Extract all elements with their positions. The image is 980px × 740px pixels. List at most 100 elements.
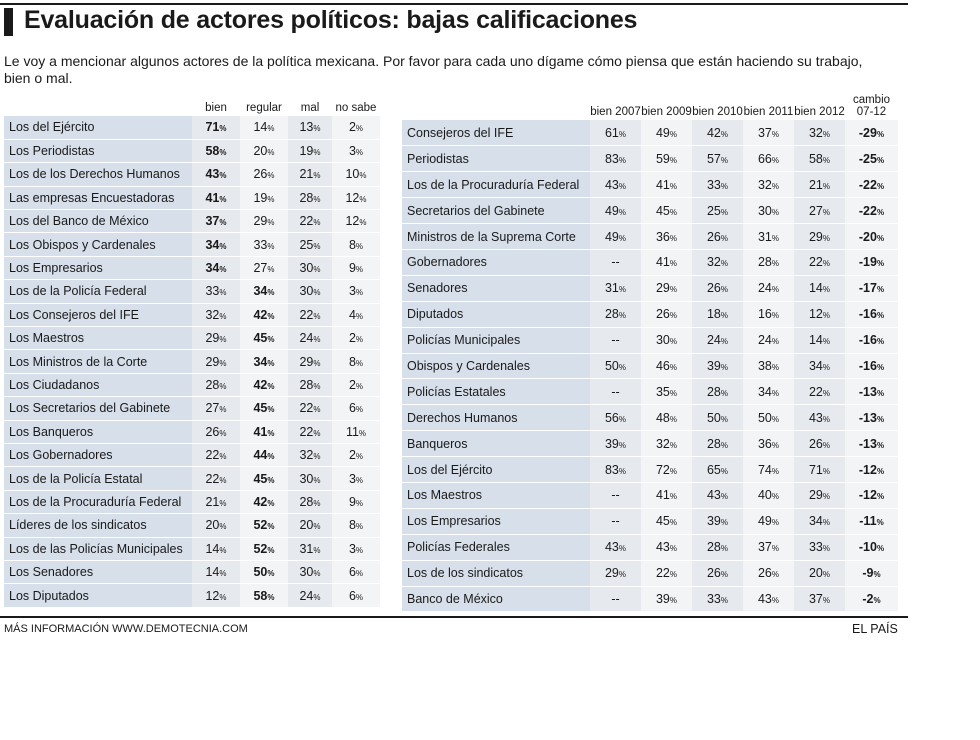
percent-sign: % — [771, 570, 780, 580]
value-cell: 25% — [288, 232, 332, 257]
percent-sign: % — [313, 592, 321, 602]
percent-sign: % — [618, 440, 627, 450]
actor-label: Secretarios del Gabinete — [402, 197, 590, 225]
table-row: Los Banqueros 26% 41% 22% 11% — [4, 420, 380, 444]
value-number: 83 — [604, 151, 619, 166]
percent-sign: % — [618, 207, 627, 217]
percent-sign: % — [669, 570, 678, 580]
value-number: 20 — [808, 566, 823, 581]
value-number: 26 — [706, 229, 721, 244]
percent-sign: % — [219, 311, 227, 321]
percent-sign: % — [267, 124, 275, 134]
value-number: 59 — [655, 151, 670, 166]
value-number: 46 — [655, 358, 670, 373]
value-cell: 38% — [743, 353, 794, 380]
value-cell: 20% — [192, 513, 240, 538]
value-number: 20 — [205, 518, 220, 533]
value-number: 42 — [253, 494, 268, 509]
percent-sign: % — [876, 362, 885, 372]
percent-sign: % — [771, 129, 780, 139]
value-cell: 33% — [192, 279, 240, 304]
change-cell: -20% — [845, 223, 898, 250]
actor-label: Los Senadores — [4, 560, 192, 585]
value-number: 26 — [655, 307, 670, 322]
value-number: 16 — [757, 307, 772, 322]
percent-sign: % — [876, 388, 885, 398]
actor-label: Las empresas Encuestadoras — [4, 186, 192, 211]
value-number: 32 — [299, 448, 314, 463]
value-number: 6 — [348, 565, 356, 580]
table-row: Los del Ejército 71% 14% 13% 2% — [4, 116, 380, 140]
value-cell: 37% — [743, 120, 794, 147]
top-rule — [0, 3, 908, 5]
value-cell: 49% — [590, 197, 641, 225]
value-cell: 29% — [240, 209, 288, 234]
value-cell: -- — [590, 249, 641, 276]
value-number: -20 — [858, 229, 877, 244]
actor-label: Los de la Policía Federal — [4, 279, 192, 304]
value-cell: 34% — [794, 508, 845, 535]
actor-label: Los Banqueros — [4, 420, 192, 444]
change-cell: -16% — [845, 301, 898, 328]
actor-label: Policías Municipales — [402, 327, 590, 354]
value-cell: 19% — [288, 139, 332, 164]
table-row: Obispos y Cardenales 50% 46% 39% 38% 34% -16% — [402, 353, 898, 380]
value-number: 22 — [299, 424, 314, 439]
percent-sign: % — [313, 218, 321, 228]
percent-sign: % — [267, 405, 275, 415]
table-row: Banqueros 39% 32% 28% 36% 26% -13% — [402, 430, 898, 458]
value-cell: 45% — [641, 508, 692, 535]
value-number: 24 — [757, 333, 772, 348]
value-number: -16 — [858, 358, 877, 373]
value-cell: 6% — [332, 583, 380, 608]
value-cell: 49% — [641, 120, 692, 147]
percent-sign: % — [355, 358, 364, 368]
value-number: -22 — [858, 177, 877, 192]
percent-sign: % — [720, 155, 729, 165]
trend-table: bien 2007 bien 2009 bien 2010 bien 2011 … — [402, 94, 898, 613]
percent-sign: % — [876, 285, 885, 295]
value-number: 2 — [348, 331, 356, 346]
table-row: Los de la Procuraduría Federal 43% 41% 33% 3… — [402, 171, 898, 199]
table-row: Los Senadores 14% 50% 30% 6% — [4, 560, 380, 585]
value-cell: 27% — [240, 256, 288, 281]
value-number: 24 — [706, 333, 721, 348]
evaluation-table: bien regular mal no sabe Los del Ejércit… — [4, 102, 380, 608]
change-cell: -16% — [845, 353, 898, 380]
change-cell: -22% — [845, 197, 898, 225]
percent-sign: % — [873, 595, 881, 605]
percent-sign: % — [771, 259, 780, 269]
table-row: Los Consejeros del IFE 32% 42% 22% 4% — [4, 303, 380, 328]
value-number: 66 — [757, 151, 772, 166]
value-cell: 28% — [590, 301, 641, 328]
value-cell: 4% — [332, 303, 380, 328]
value-number: 9 — [348, 494, 356, 509]
percent-sign: % — [720, 388, 729, 398]
percent-sign: % — [313, 288, 321, 298]
value-number: 50 — [604, 358, 619, 373]
percent-sign: % — [822, 595, 831, 605]
value-number: 43 — [706, 488, 721, 503]
value-number: 43 — [655, 540, 670, 555]
change-cell: -2% — [845, 586, 898, 613]
change-cell: -19% — [845, 249, 898, 276]
value-cell: 43% — [743, 586, 794, 613]
percent-sign: % — [219, 288, 227, 298]
value-number: 22 — [299, 401, 314, 416]
value-cell: 31% — [743, 223, 794, 250]
percent-sign: % — [267, 335, 275, 345]
value-cell: 43% — [192, 162, 240, 187]
value-cell: 29% — [590, 560, 641, 587]
table-row: Secretarios del Gabinete 49% 45% 25% 30% 27% -… — [402, 197, 898, 225]
percent-sign: % — [355, 288, 364, 298]
percent-sign: % — [355, 148, 364, 158]
value-number: 37 — [808, 591, 823, 606]
percent-sign: % — [618, 311, 627, 321]
table-row: Los de la Procuraduría Federal 21% 42% 28% 9… — [4, 490, 380, 515]
value-cell: 32% — [641, 430, 692, 458]
value-cell: 42% — [240, 303, 288, 328]
value-cell: 29% — [641, 275, 692, 302]
value-cell: 45% — [240, 396, 288, 421]
value-number: 24 — [299, 331, 314, 346]
value-number: 50 — [757, 410, 772, 425]
